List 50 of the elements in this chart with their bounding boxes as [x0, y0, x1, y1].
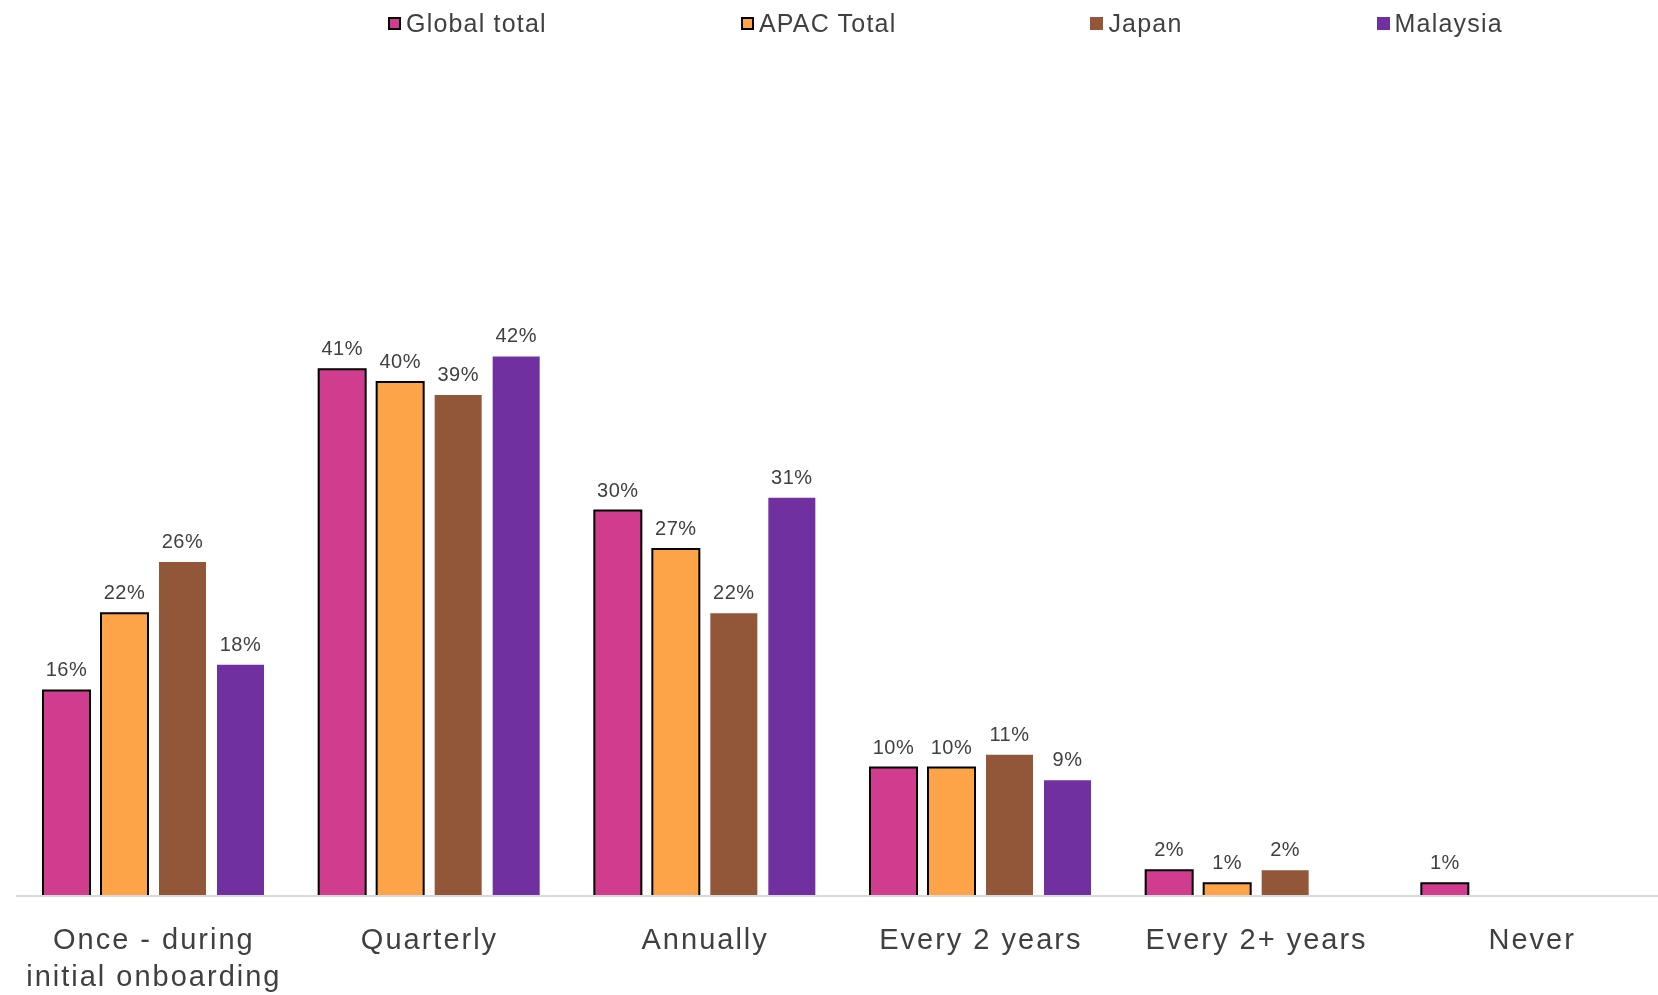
legend-label: Japan: [1108, 8, 1183, 38]
data-label: 2%: [1270, 838, 1301, 861]
data-label: 31%: [771, 465, 813, 488]
data-label: 27%: [655, 517, 697, 540]
bar: [593, 509, 643, 896]
bar: [159, 561, 206, 896]
bar: [1420, 882, 1470, 896]
x-tick-label: Once - during initial onboarding: [26, 923, 282, 992]
bar: [217, 664, 264, 896]
bar: [1261, 870, 1309, 896]
bar: [317, 368, 367, 896]
data-label: 18%: [219, 632, 262, 655]
bar: [710, 613, 758, 896]
data-label: 9%: [1052, 748, 1083, 771]
bar: [1202, 882, 1252, 896]
data-label: 1%: [1429, 851, 1460, 874]
data-label: 10%: [930, 735, 973, 758]
data-label: 22%: [103, 581, 146, 604]
data-label: 30%: [597, 478, 639, 501]
data-label: 39%: [437, 362, 479, 385]
bar: [1144, 869, 1194, 896]
bar: [42, 689, 91, 896]
data-label: 40%: [379, 350, 421, 373]
data-label: 1%: [1212, 851, 1243, 874]
bar: [100, 612, 149, 896]
bar: [768, 497, 816, 896]
bar: [434, 394, 482, 896]
data-label: 10%: [872, 735, 915, 758]
data-label: 16%: [45, 658, 88, 681]
x-tick-label: Never: [1488, 923, 1576, 955]
data-label: 26%: [161, 529, 204, 552]
legend-label: Malaysia: [1394, 8, 1503, 38]
x-tick-label: Quarterly: [360, 923, 499, 955]
bar: [927, 766, 976, 896]
bar: [869, 766, 918, 896]
bar: [1044, 780, 1091, 896]
bar: [492, 356, 540, 896]
bar: [651, 548, 701, 896]
data-label: 42%: [495, 324, 537, 347]
legend-label: APAC Total: [758, 8, 897, 38]
data-label: 22%: [713, 581, 755, 604]
x-tick-label: Every 2 years: [879, 923, 1083, 955]
x-tick-label: Every 2+ years: [1145, 923, 1368, 955]
data-label: 11%: [989, 722, 1030, 745]
legend-label: Global total: [406, 8, 547, 38]
bar: [375, 381, 425, 896]
bar: [986, 754, 1033, 896]
data-label: 2%: [1154, 838, 1185, 861]
x-tick-label: Annually: [641, 923, 769, 955]
data-label: 41%: [321, 337, 363, 360]
